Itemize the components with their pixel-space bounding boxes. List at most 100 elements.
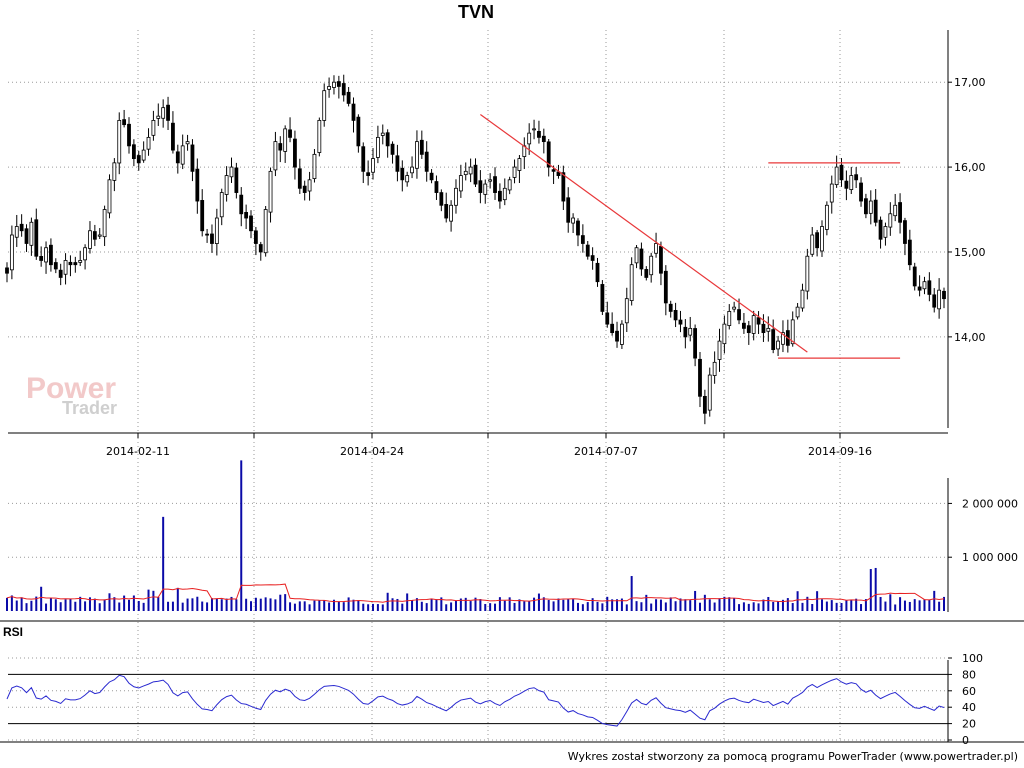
candle	[576, 218, 580, 247]
candle	[673, 302, 678, 328]
candle	[781, 320, 785, 353]
candle	[302, 180, 307, 201]
candle	[293, 130, 297, 180]
candle-body	[610, 323, 615, 334]
candle-body	[600, 284, 605, 312]
candle	[693, 324, 698, 367]
volume-bar	[777, 601, 780, 611]
candle	[332, 75, 336, 95]
candle	[34, 208, 39, 260]
candle-body	[688, 327, 693, 336]
candle	[205, 228, 209, 243]
volume-bar	[767, 596, 770, 611]
candle-body	[566, 197, 571, 223]
volume-bar	[572, 599, 575, 611]
candle-body	[537, 130, 541, 138]
volume-bar	[132, 595, 135, 611]
volume-bar	[206, 602, 209, 611]
candle	[278, 136, 283, 163]
candle	[268, 167, 273, 223]
volume-tick-label: 1 000 000	[962, 551, 1018, 564]
grid-lines	[8, 30, 948, 742]
candle	[927, 272, 932, 302]
candle-body	[527, 132, 532, 145]
candle	[600, 280, 605, 316]
candle-body	[9, 234, 14, 271]
candle-body	[97, 234, 102, 237]
candle	[49, 238, 53, 272]
candle	[585, 241, 590, 260]
volume-bar	[318, 600, 321, 611]
candle-body	[737, 309, 741, 321]
volume-bar	[474, 597, 477, 611]
volume-bar	[137, 601, 140, 611]
volume-bar	[913, 599, 916, 611]
volume-bar	[645, 594, 648, 611]
candle-body	[502, 187, 507, 201]
candle	[756, 311, 761, 334]
candle-body	[790, 319, 795, 345]
volume-bar	[498, 597, 501, 611]
candle	[639, 242, 644, 276]
candle-body	[751, 315, 756, 334]
volume-bar	[430, 598, 433, 611]
candle-body	[458, 175, 463, 192]
candle	[649, 252, 654, 283]
volume-bar	[635, 601, 638, 611]
candle	[434, 175, 439, 200]
candle-body	[580, 235, 585, 244]
candle	[766, 316, 771, 342]
candle	[424, 141, 429, 182]
candle-body	[200, 200, 205, 232]
volume-bar	[157, 596, 160, 611]
volume-bar	[860, 604, 863, 611]
volume-bar	[425, 603, 428, 611]
volume-bar	[293, 603, 296, 611]
candle-body	[571, 217, 576, 224]
candle	[415, 130, 419, 179]
volume-bar	[513, 602, 516, 611]
volume-bar	[698, 602, 701, 611]
candle-body	[746, 325, 751, 334]
volume-bar	[406, 593, 409, 611]
candle-body	[88, 230, 92, 249]
candle-body	[73, 262, 78, 266]
candle	[136, 150, 141, 171]
candle-body	[756, 317, 761, 325]
candle-body	[395, 155, 400, 172]
candle	[702, 389, 707, 425]
candle	[771, 319, 776, 354]
candle-body	[824, 204, 829, 230]
date-tick-label: 2014-04-24	[340, 445, 404, 458]
volume-bar	[903, 600, 906, 611]
volume-bar	[20, 597, 23, 611]
candle-body	[615, 330, 619, 342]
volume-bar	[411, 600, 414, 611]
volume-bar	[552, 601, 555, 611]
candle	[44, 241, 48, 274]
candle-body	[380, 132, 385, 136]
candle-body	[805, 255, 810, 292]
candle	[590, 247, 595, 270]
candle-body	[810, 234, 815, 255]
candle-body	[829, 183, 834, 203]
candle-body	[205, 233, 209, 236]
candle	[824, 201, 829, 236]
candle	[942, 287, 946, 309]
volume-bar	[576, 602, 579, 611]
volume-bar	[108, 593, 111, 611]
candle-body	[385, 132, 390, 147]
candle-body	[673, 309, 678, 321]
volume-bar	[894, 604, 897, 611]
candle-body	[122, 119, 127, 126]
candle-body	[131, 144, 136, 159]
candle	[68, 255, 73, 277]
candle	[244, 204, 249, 229]
volume-bar	[113, 597, 116, 611]
candle-body	[541, 135, 546, 143]
candle-body	[561, 172, 566, 202]
candle-body	[551, 169, 556, 172]
candle	[180, 134, 185, 170]
candle	[834, 155, 839, 188]
candle-body	[239, 194, 244, 215]
